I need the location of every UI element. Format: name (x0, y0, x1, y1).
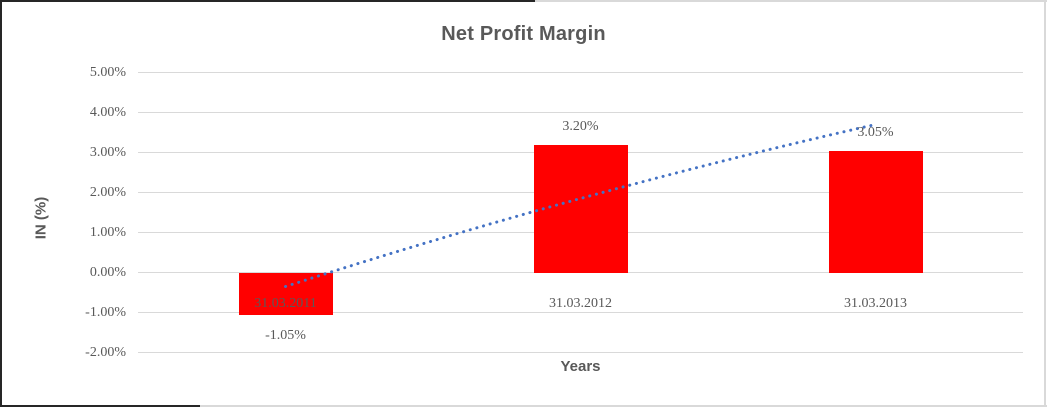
y-tick-label: 5.00% (89, 64, 126, 80)
y-tick-label: -1.00% (85, 304, 126, 320)
data-label: -1.05% (265, 327, 306, 343)
category-label: 31.03.2011 (254, 296, 317, 311)
y-tick-label: -2.00% (85, 344, 126, 360)
frame-border-bottom (0, 405, 1047, 407)
frame-border-bottom-dark (0, 405, 200, 407)
y-axis-title: IN (%) (32, 196, 50, 240)
data-label: 3.05% (857, 124, 894, 140)
frame-border-left-dark (0, 0, 2, 407)
y-tick-label: 4.00% (89, 104, 126, 120)
x-axis-title: Years (560, 358, 601, 375)
bar-31.03.2012[interactable] (533, 144, 628, 273)
y-tick-label: 0.00% (89, 264, 126, 280)
frame-border-top-dark (0, 0, 535, 2)
gridline (138, 72, 1023, 73)
category-label: 31.03.2013 (844, 296, 907, 311)
gridline (138, 112, 1023, 113)
gridline (138, 312, 1023, 313)
y-tick-label: 3.00% (89, 144, 126, 160)
chart-title: Net Profit Margin (441, 23, 606, 45)
frame-border-right (1044, 0, 1046, 407)
y-tick-label: 1.00% (89, 224, 126, 240)
gridline (138, 352, 1023, 353)
data-label: 3.20% (562, 118, 599, 134)
y-tick-label: 2.00% (89, 184, 126, 200)
category-label: 31.03.2012 (549, 296, 612, 311)
bar-31.03.2013[interactable] (828, 150, 923, 273)
